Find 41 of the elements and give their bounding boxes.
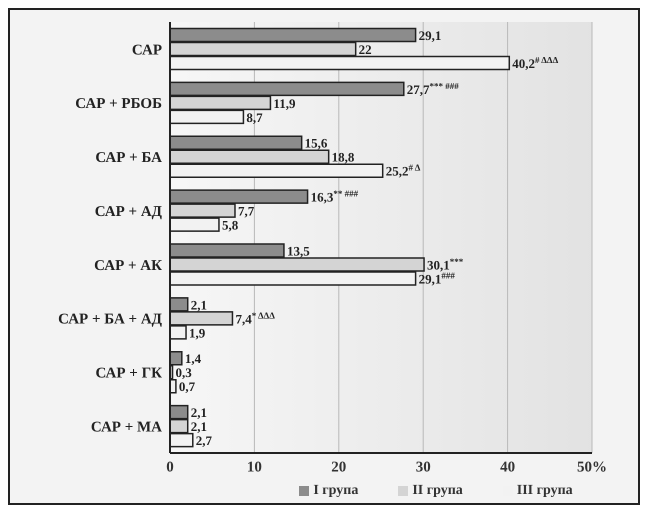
legend-label: II група bbox=[412, 483, 463, 498]
y-tick-label: САР + БА bbox=[95, 150, 162, 166]
data-label: 0,7 bbox=[178, 379, 196, 394]
data-label: 7,7 bbox=[238, 204, 255, 219]
data-label: 2,7 bbox=[196, 433, 213, 448]
text: III група bbox=[516, 483, 573, 498]
data-label: 29,1 bbox=[418, 28, 442, 43]
y-tick-label: САР + МА bbox=[90, 419, 162, 436]
data-label: 15,6 bbox=[304, 136, 328, 151]
y-tick-label: САР + РБОБ bbox=[75, 96, 162, 112]
x-tick-label: 20 bbox=[331, 460, 346, 476]
data-label: 7,4$^{* ΔΔΔ}$ bbox=[235, 310, 276, 326]
data-label: 22 bbox=[358, 42, 372, 57]
data-label: 8,7 bbox=[246, 110, 264, 125]
data-label: 5,8 bbox=[222, 218, 239, 233]
data-label: 13,5 bbox=[286, 243, 310, 258]
x-tick-label: 30 bbox=[416, 460, 431, 476]
data-label: 2,1 bbox=[190, 419, 207, 434]
y-tick-label: САР + АК bbox=[94, 258, 162, 274]
data-label: 27,7$^{*** ###}$ bbox=[406, 80, 460, 97]
data-label: 29,1$^{###}$ bbox=[418, 270, 456, 286]
data-label: 11,9 bbox=[273, 96, 296, 111]
data-label: 2,1 bbox=[190, 405, 207, 420]
x-tick-label: 10 bbox=[246, 460, 262, 476]
data-label: 30,1$^{***}$ bbox=[427, 256, 464, 272]
x-tick-label: 0 bbox=[166, 460, 174, 476]
y-tick-label: САР + БА + АД bbox=[58, 312, 163, 328]
y-tick-label: САР + ГК bbox=[95, 366, 162, 382]
data-label: 16,3$^{** ###}$ bbox=[310, 188, 359, 205]
data-label: 2,1 bbox=[190, 297, 207, 312]
legend-label: I група bbox=[313, 483, 358, 498]
data-label: 25,2$^{# Δ}$ bbox=[386, 162, 421, 179]
y-tick-label: САР + АД bbox=[94, 204, 163, 220]
data-label: 1,4 bbox=[184, 351, 202, 366]
x-tick-label: 40 bbox=[500, 460, 516, 476]
data-label: 18,8 bbox=[332, 150, 355, 165]
y-tick-label: САР bbox=[132, 42, 162, 58]
data-label: 1,9 bbox=[189, 325, 206, 340]
data-label: 40,2$^{# ΔΔΔ}$ bbox=[512, 54, 559, 71]
x-tick-label: 50% bbox=[577, 460, 607, 476]
data-label: 0,3 bbox=[176, 365, 192, 380]
